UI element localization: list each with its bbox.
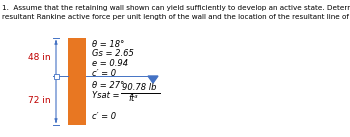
Text: c′ = 0: c′ = 0 bbox=[92, 112, 116, 121]
Text: e = 0.94: e = 0.94 bbox=[92, 59, 128, 68]
Text: 48 in: 48 in bbox=[28, 52, 51, 62]
Polygon shape bbox=[148, 76, 158, 83]
Text: c′ = 0: c′ = 0 bbox=[92, 68, 116, 78]
Text: resultant Rankine active force per unit length of the wall and the location of t: resultant Rankine active force per unit … bbox=[2, 14, 350, 20]
Text: Gs = 2.65: Gs = 2.65 bbox=[92, 49, 134, 58]
Text: 72 in: 72 in bbox=[28, 96, 51, 105]
Text: ft³: ft³ bbox=[128, 94, 138, 103]
Text: 1.  Assume that the retaining wall shown can yield sufficiently to develop an ac: 1. Assume that the retaining wall shown … bbox=[2, 5, 350, 11]
Bar bbox=[54, 73, 58, 79]
Text: θ = 18°: θ = 18° bbox=[92, 40, 124, 49]
Text: Ysat =: Ysat = bbox=[92, 92, 119, 101]
Text: 90.78 lb: 90.78 lb bbox=[122, 83, 156, 92]
Bar bbox=[68, 38, 86, 125]
Text: θ = 27°: θ = 27° bbox=[92, 81, 124, 90]
